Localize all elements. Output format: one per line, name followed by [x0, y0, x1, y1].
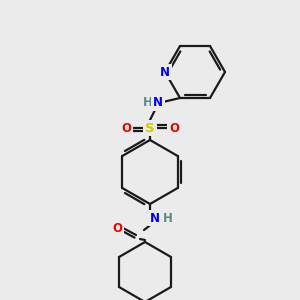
Text: O: O — [112, 221, 122, 235]
Text: O: O — [169, 122, 179, 134]
Text: N: N — [153, 97, 163, 110]
Text: H: H — [163, 212, 173, 224]
Text: N: N — [160, 65, 170, 79]
Text: S: S — [145, 122, 155, 134]
Text: O: O — [121, 122, 131, 134]
Text: N: N — [150, 212, 160, 224]
Text: H: H — [143, 97, 153, 110]
